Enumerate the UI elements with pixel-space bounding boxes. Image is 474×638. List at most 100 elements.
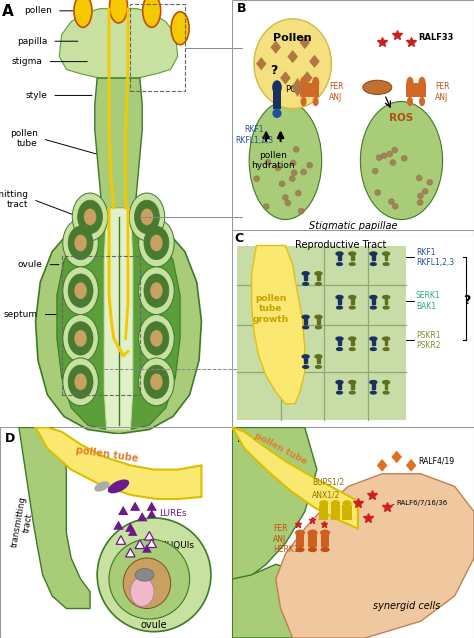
Ellipse shape — [316, 283, 321, 285]
Polygon shape — [252, 246, 305, 404]
Ellipse shape — [316, 366, 321, 368]
Ellipse shape — [129, 193, 165, 241]
Ellipse shape — [144, 365, 169, 399]
Bar — [319, 505, 328, 520]
Circle shape — [382, 153, 387, 158]
Polygon shape — [95, 78, 142, 208]
Polygon shape — [392, 450, 402, 463]
Polygon shape — [142, 544, 152, 553]
Polygon shape — [276, 474, 474, 638]
Ellipse shape — [68, 365, 93, 399]
Polygon shape — [57, 212, 107, 429]
Ellipse shape — [383, 306, 389, 309]
Ellipse shape — [150, 235, 163, 251]
Ellipse shape — [371, 391, 376, 394]
Polygon shape — [232, 427, 317, 586]
Text: ROS: ROS — [389, 113, 414, 123]
Text: ANX1/2: ANX1/2 — [312, 491, 340, 500]
Circle shape — [254, 176, 259, 181]
Ellipse shape — [419, 77, 426, 89]
Text: E: E — [237, 432, 246, 445]
Ellipse shape — [312, 77, 319, 89]
Bar — [304, 317, 307, 323]
Ellipse shape — [336, 337, 343, 340]
Circle shape — [299, 209, 304, 214]
Bar — [372, 297, 375, 304]
Bar — [237, 246, 406, 420]
Ellipse shape — [254, 19, 331, 108]
Bar — [372, 254, 375, 260]
Ellipse shape — [295, 547, 304, 553]
Circle shape — [292, 170, 297, 175]
Ellipse shape — [370, 295, 377, 299]
Ellipse shape — [301, 97, 307, 106]
Text: transmitting
tract: transmitting tract — [10, 495, 37, 549]
Polygon shape — [128, 527, 137, 536]
Text: ovule: ovule — [18, 260, 43, 269]
Ellipse shape — [370, 252, 377, 255]
Circle shape — [264, 204, 269, 209]
Circle shape — [375, 190, 380, 195]
Ellipse shape — [108, 479, 129, 493]
Ellipse shape — [363, 80, 392, 94]
Text: D: D — [5, 432, 15, 445]
Bar — [351, 339, 354, 345]
Ellipse shape — [63, 219, 99, 267]
Bar — [385, 297, 388, 304]
Ellipse shape — [313, 97, 319, 106]
Ellipse shape — [331, 500, 340, 507]
Text: Stigmatic papillae: Stigmatic papillae — [309, 221, 397, 232]
Circle shape — [390, 160, 395, 165]
Ellipse shape — [249, 101, 322, 219]
Ellipse shape — [383, 348, 389, 350]
Bar — [338, 297, 341, 304]
Polygon shape — [116, 536, 126, 544]
Text: RKF1
RKFL1,2,3: RKF1 RKFL1,2,3 — [235, 125, 273, 145]
Text: RALF33: RALF33 — [419, 33, 454, 42]
Ellipse shape — [343, 500, 352, 507]
Polygon shape — [36, 427, 201, 499]
Text: pollen
hydration: pollen hydration — [252, 151, 295, 170]
Polygon shape — [147, 539, 156, 547]
Ellipse shape — [319, 500, 328, 507]
Ellipse shape — [74, 235, 87, 251]
Ellipse shape — [406, 77, 413, 89]
Bar — [304, 274, 307, 280]
Ellipse shape — [272, 80, 282, 94]
Ellipse shape — [63, 267, 99, 315]
Ellipse shape — [349, 337, 356, 340]
Bar — [317, 357, 320, 363]
Polygon shape — [302, 71, 312, 84]
Bar — [338, 382, 341, 389]
Ellipse shape — [320, 547, 330, 553]
Text: LUREs: LUREs — [159, 509, 186, 518]
Ellipse shape — [315, 355, 322, 358]
Ellipse shape — [360, 101, 443, 219]
Text: SERK1
BAK1: SERK1 BAK1 — [416, 291, 441, 311]
Circle shape — [275, 165, 281, 170]
Bar — [351, 382, 354, 389]
Text: XIUQUIs: XIUQUIs — [159, 541, 195, 550]
Ellipse shape — [295, 530, 305, 536]
Text: PSKR1
PSKR2: PSKR1 PSKR2 — [416, 330, 440, 350]
Ellipse shape — [308, 530, 318, 536]
Text: septum: septum — [4, 310, 38, 319]
Ellipse shape — [383, 380, 390, 384]
Ellipse shape — [138, 267, 174, 315]
Ellipse shape — [150, 330, 163, 346]
Circle shape — [279, 181, 285, 186]
Ellipse shape — [135, 200, 159, 234]
Polygon shape — [280, 71, 291, 84]
Bar — [296, 533, 304, 547]
Bar — [331, 505, 340, 520]
Polygon shape — [135, 540, 145, 549]
Polygon shape — [145, 531, 154, 540]
Polygon shape — [271, 41, 281, 54]
Bar — [308, 533, 317, 547]
Ellipse shape — [315, 315, 322, 318]
Polygon shape — [130, 501, 140, 511]
Ellipse shape — [303, 326, 309, 329]
Bar — [385, 339, 388, 345]
Ellipse shape — [74, 330, 87, 346]
Ellipse shape — [349, 295, 356, 299]
